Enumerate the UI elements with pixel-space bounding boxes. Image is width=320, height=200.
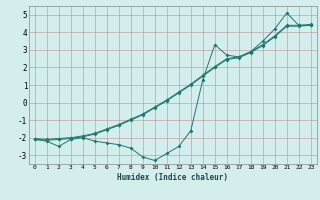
- X-axis label: Humidex (Indice chaleur): Humidex (Indice chaleur): [117, 173, 228, 182]
